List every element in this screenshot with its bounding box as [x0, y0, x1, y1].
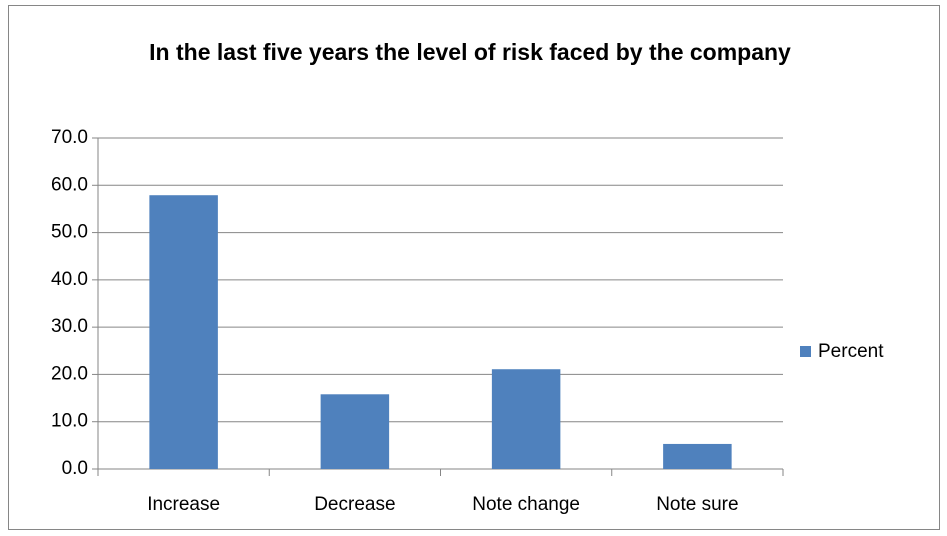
y-tick-label: 70.0	[51, 127, 88, 148]
x-tick-label: Increase	[147, 494, 220, 515]
bar	[663, 443, 732, 469]
y-tick-label: 0.0	[62, 458, 88, 479]
x-tick-label: Decrease	[314, 494, 395, 515]
x-tick-label: Note change	[472, 494, 580, 515]
chart-title: In the last five years the level of risk…	[149, 39, 791, 65]
chart-border	[8, 5, 940, 530]
bar	[320, 394, 390, 469]
y-tick-label: 10.0	[51, 411, 88, 432]
bar	[491, 369, 561, 469]
y-tick-label: 40.0	[51, 269, 88, 290]
y-tick-label: 20.0	[51, 363, 88, 384]
legend-swatch	[800, 346, 811, 357]
y-tick-label: 50.0	[51, 222, 88, 243]
y-tick-label: 60.0	[51, 174, 88, 195]
legend-label: Percent	[818, 341, 884, 362]
bar	[149, 195, 218, 470]
y-tick-label: 30.0	[51, 316, 88, 337]
x-tick-label: Note sure	[656, 494, 738, 515]
